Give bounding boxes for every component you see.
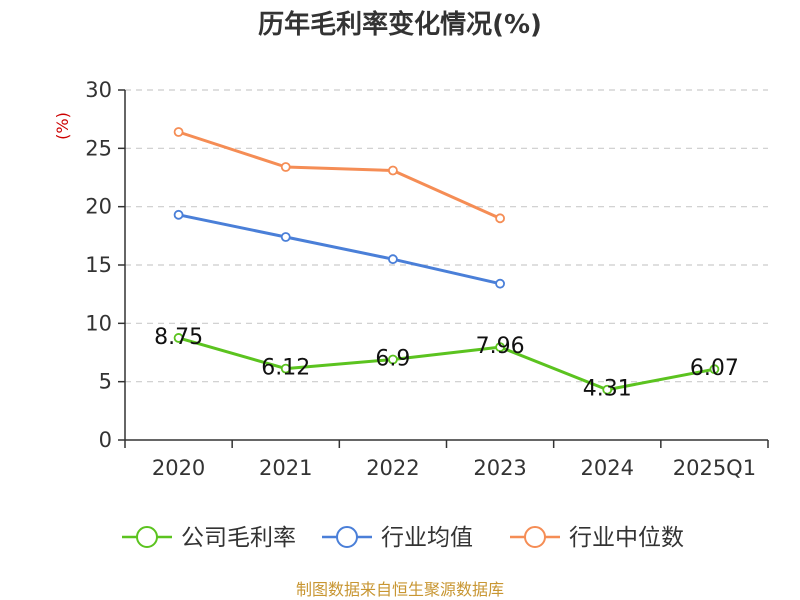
y-tick-label: 10: [85, 311, 112, 335]
data-point[interactable]: [709, 364, 720, 375]
x-tick-label: 2024: [581, 456, 634, 480]
data-label: 6.9: [375, 347, 410, 372]
x-tick-label: 2020: [152, 456, 205, 480]
legend-marker: [336, 526, 358, 548]
data-point[interactable]: [495, 342, 505, 353]
data-point[interactable]: [388, 254, 398, 265]
data-point[interactable]: [388, 354, 398, 365]
legend-label: 行业均值: [381, 525, 473, 551]
y-tick-label: 5: [99, 370, 112, 394]
legend-label: 行业中位数: [569, 525, 684, 551]
legend[interactable]: 公司毛利率 行业均值 行业中位数: [122, 525, 684, 551]
data-point[interactable]: [388, 165, 398, 176]
legend-item[interactable]: 行业中位数: [510, 525, 684, 551]
data-point[interactable]: [173, 209, 184, 220]
series-line: [178, 336, 715, 392]
source-note: 制图数据来自恒生聚源数据库: [296, 580, 504, 599]
data-point[interactable]: [602, 384, 613, 395]
data-point[interactable]: [280, 363, 291, 374]
y-axis-unit-label: (%): [53, 112, 72, 140]
x-tick-label: 2021: [259, 456, 312, 480]
data-label: 8.75: [154, 325, 203, 350]
data-labels: 8.75 6.12 6.9 7.96 4.31 6.07: [154, 325, 739, 402]
x-tick-label: 2025Q1: [673, 456, 756, 480]
data-label: 7.96: [476, 334, 525, 359]
legend-marker: [136, 526, 158, 548]
data-label: 6.12: [261, 356, 310, 381]
series-lines: [173, 127, 720, 395]
data-label: 4.31: [583, 377, 632, 402]
y-tick-label: 0: [99, 428, 112, 452]
y-tick-label: 20: [85, 195, 112, 219]
series-line: [178, 130, 501, 220]
legend-item[interactable]: 公司毛利率: [122, 525, 296, 551]
y-tick-label: 15: [85, 253, 112, 277]
data-point[interactable]: [173, 333, 184, 343]
x-tick-label: 2022: [366, 456, 419, 480]
chart-title: 历年毛利率变化情况(%): [258, 9, 542, 40]
grid-lines: [125, 89, 768, 383]
data-point[interactable]: [495, 213, 505, 224]
legend-item[interactable]: 行业均值: [322, 525, 473, 551]
legend-marker: [524, 526, 546, 548]
data-point[interactable]: [495, 278, 505, 289]
x-tick-label: 2023: [473, 456, 526, 480]
data-point[interactable]: [173, 127, 184, 137]
y-tick-label: 30: [85, 78, 112, 102]
series-line: [178, 213, 501, 286]
data-point[interactable]: [280, 232, 291, 242]
data-point[interactable]: [280, 162, 291, 172]
legend-label: 公司毛利率: [181, 525, 296, 551]
y-tick-label: 25: [85, 136, 112, 160]
data-label: 6.07: [690, 356, 739, 381]
axes: 0 5 10 15 20 25 30 2020 2021 2022 2023 2024 2025Q1: [85, 78, 769, 480]
